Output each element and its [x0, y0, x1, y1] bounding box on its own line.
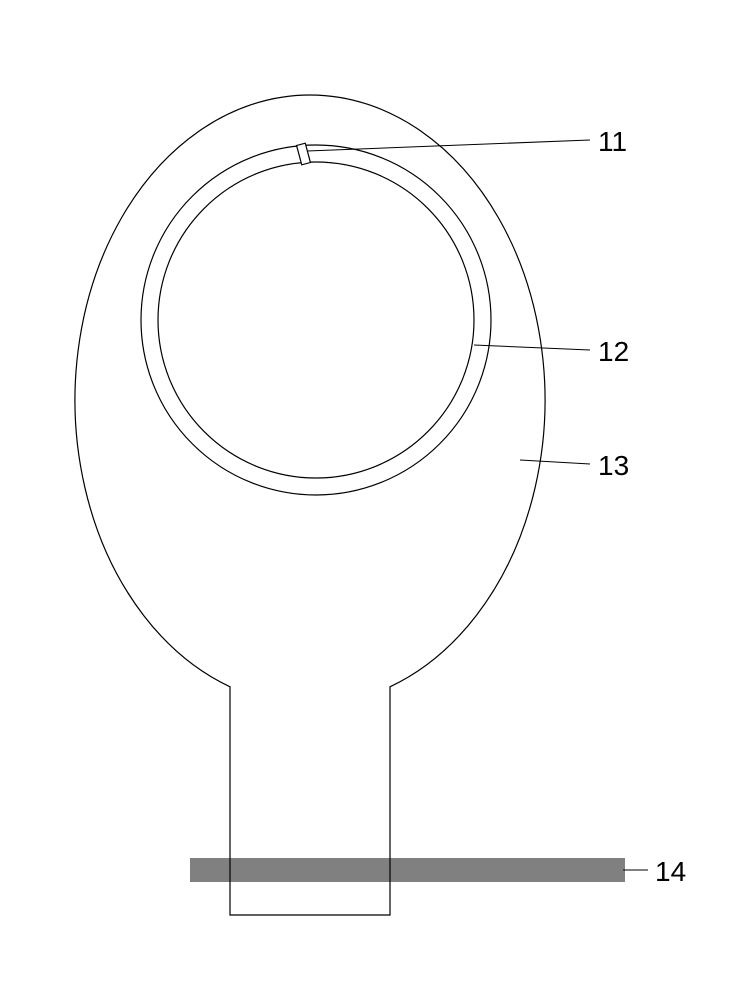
ring-outer: [141, 145, 491, 495]
diagram-stage: 11 12 13 14: [0, 0, 750, 1000]
leader-l11: [307, 140, 590, 151]
callout-label-13: 13: [598, 450, 629, 482]
bag-outline: [75, 95, 545, 915]
leader-l12: [474, 345, 590, 350]
seal-bar: [190, 858, 625, 882]
diagram-svg: [0, 0, 750, 1000]
callout-label-14: 14: [655, 856, 686, 888]
callout-label-11: 11: [598, 126, 627, 158]
leader-l13: [520, 460, 590, 464]
ring-tab: [297, 143, 311, 165]
callout-label-12: 12: [598, 336, 629, 368]
ring-inner: [158, 162, 474, 478]
